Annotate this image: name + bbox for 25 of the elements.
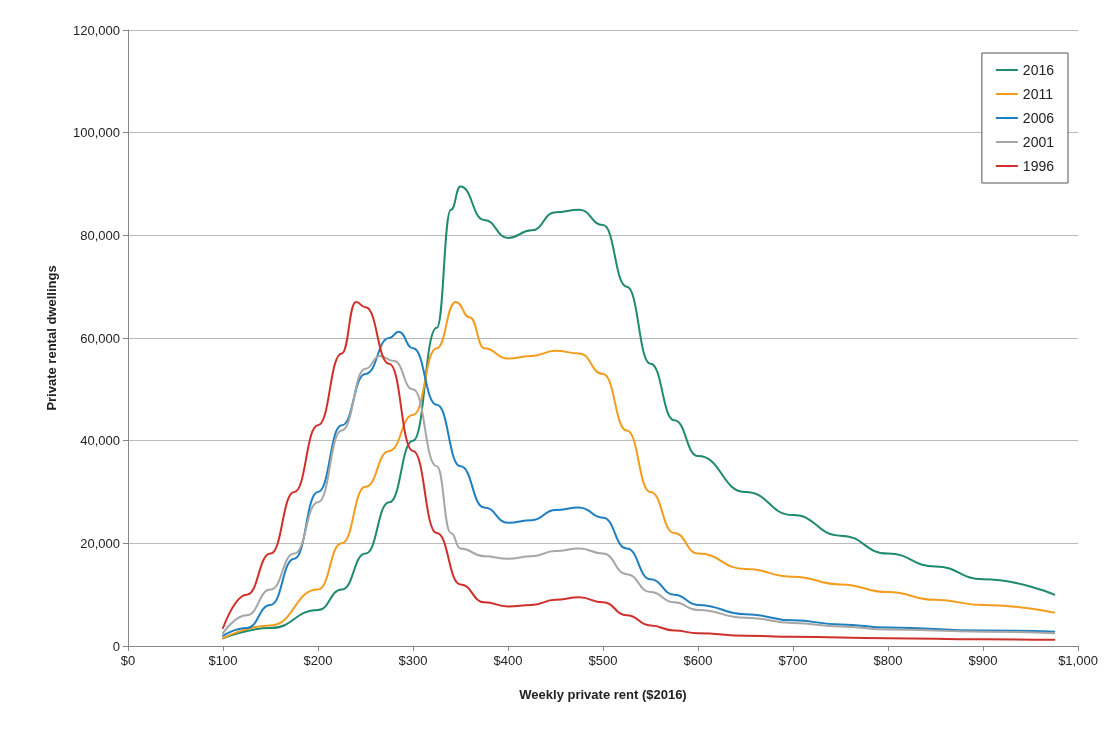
legend-label: 2016	[1022, 62, 1055, 78]
y-tick-label: 120,000	[73, 22, 120, 38]
legend-label: 2006	[1022, 110, 1055, 126]
y-tick-label: 60,000	[80, 330, 120, 346]
x-tick-label: $200	[303, 653, 333, 668]
legend-label: 2011	[1022, 86, 1054, 102]
x-tick-label: $700	[778, 653, 808, 668]
y-tick-label: 100,000	[73, 125, 120, 141]
y-tick-label: 0	[112, 638, 120, 654]
y-tick-label: 40,000	[80, 433, 120, 449]
x-tick-label: $800	[873, 653, 903, 668]
x-tick-label: $500	[588, 653, 618, 668]
legend-label: 2001	[1022, 134, 1055, 150]
x-axis-title: Weekly private rent ($2016)	[519, 687, 687, 702]
x-tick-label: $400	[493, 653, 523, 668]
y-axis-title: Private rental dwellings	[44, 265, 59, 411]
y-tick-label: 20,000	[80, 535, 120, 551]
x-tick-label: $0	[120, 653, 136, 668]
x-tick-label: $900	[968, 653, 998, 668]
x-tick-label: $600	[683, 653, 713, 668]
x-tick-label: $300	[398, 653, 428, 668]
legend-label: 1996	[1022, 158, 1055, 174]
y-tick-label: 80,000	[80, 227, 120, 243]
x-tick-label: $100	[208, 653, 238, 668]
x-tick-label: $1,000	[1058, 653, 1098, 668]
